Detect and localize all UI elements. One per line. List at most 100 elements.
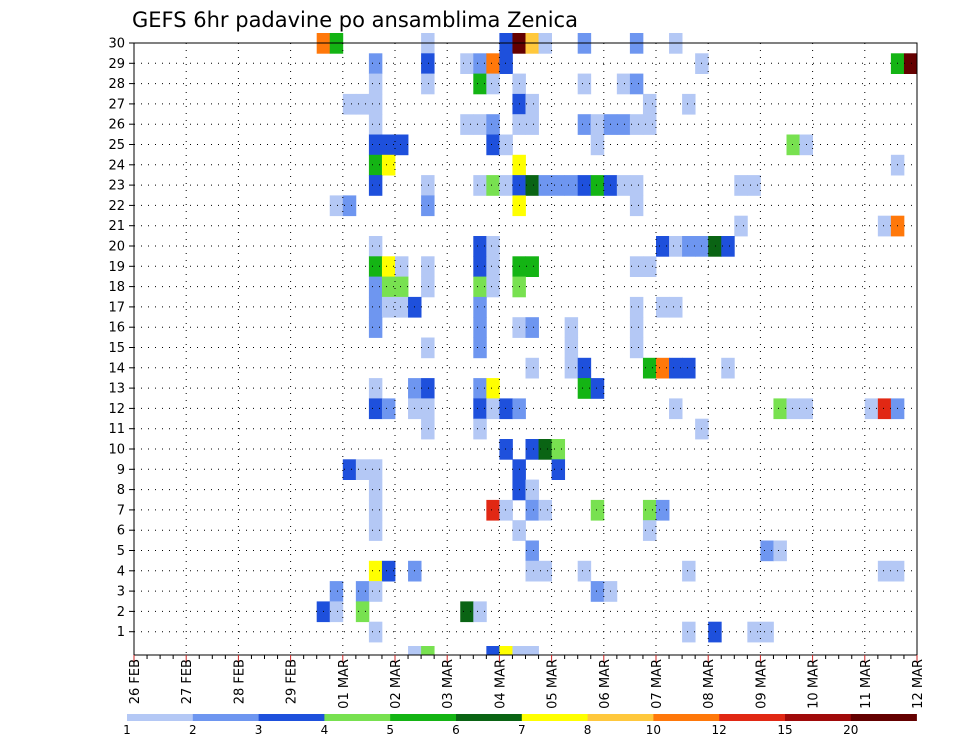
- heatmap-cell: [642, 520, 657, 541]
- heatmap-cell: [421, 73, 435, 95]
- y-tick-label: 17: [108, 300, 125, 315]
- legend-label: 12: [712, 723, 727, 737]
- y-axis: 1234567891011121314151617181920212223242…: [108, 37, 134, 640]
- heatmap-cell: [368, 93, 383, 115]
- heatmap-cell: [590, 499, 605, 521]
- heatmap-cell: [473, 73, 487, 95]
- heatmap-cell: [656, 236, 670, 257]
- heatmap-cell: [499, 398, 513, 420]
- heatmap-cell: [460, 601, 474, 623]
- heatmap-cell: [499, 646, 513, 656]
- y-tick-label: 19: [108, 260, 125, 275]
- heatmap-cell: [577, 73, 592, 95]
- heatmap-cell: [564, 357, 579, 379]
- heatmap-cell: [629, 256, 644, 277]
- legend-label: 4: [321, 723, 329, 737]
- heatmap-cell: [355, 459, 370, 480]
- heatmap-cell: [421, 378, 435, 399]
- heatmap-cell: [773, 398, 787, 420]
- heatmap-cell: [460, 114, 474, 135]
- heatmap-cell: [642, 114, 657, 135]
- heatmap-cell: [368, 520, 383, 541]
- legend-swatch: [653, 714, 720, 721]
- heatmap-cell: [473, 296, 487, 318]
- heatmap-cell: [368, 581, 383, 602]
- heatmap-cell: [525, 646, 539, 656]
- legend-swatch: [192, 714, 259, 721]
- x-tick-label: 07 MAR: [650, 659, 665, 709]
- legend-swatch: [390, 714, 457, 721]
- x-tick-label: 28 FEB: [232, 659, 247, 704]
- x-tick-label: 12 MAR: [911, 659, 926, 709]
- heatmap-cell: [786, 134, 800, 156]
- heatmap-cell: [669, 398, 683, 420]
- heatmap-cell: [329, 581, 344, 602]
- y-tick-label: 13: [108, 382, 125, 397]
- heatmap-cell: [551, 439, 566, 460]
- heatmap-cell: [877, 215, 892, 237]
- heatmap-cell: [473, 337, 487, 359]
- heatmap-cell: [551, 459, 566, 480]
- heatmap-cell: [342, 459, 357, 480]
- heatmap-cell: [368, 236, 383, 257]
- heatmap-cells: [316, 33, 918, 656]
- heatmap-cell: [525, 114, 539, 135]
- heatmap-cell: [368, 459, 383, 480]
- legend-label: 3: [255, 723, 263, 737]
- heatmap-cell: [525, 256, 539, 277]
- color-legend: 1 2 3 4 5 6 7 8 10 12 15 20: [123, 714, 917, 737]
- heatmap-cell: [682, 560, 696, 582]
- heatmap-cell: [421, 53, 435, 74]
- y-tick-label: 27: [108, 97, 125, 112]
- heatmap-cell: [538, 175, 552, 196]
- legend-swatch: [719, 714, 786, 721]
- heatmap-cell: [421, 256, 435, 277]
- heatmap-cell: [486, 73, 500, 95]
- heatmap-cell: [486, 53, 500, 74]
- heatmap-cell: [629, 175, 644, 196]
- x-tick-label: 05 MAR: [546, 659, 561, 709]
- heatmap-cell: [734, 175, 748, 196]
- heatmap-cell: [421, 175, 435, 196]
- heatmap-cell: [368, 378, 383, 399]
- heatmap-cell: [355, 93, 370, 115]
- y-tick-label: 26: [108, 118, 125, 133]
- heatmap-cell: [538, 560, 552, 582]
- heatmap-cell: [368, 154, 383, 176]
- heatmap-cell: [525, 439, 539, 460]
- heatmap-cell: [499, 53, 513, 74]
- heatmap-cell: [669, 236, 683, 257]
- heatmap-cell: [525, 317, 539, 338]
- y-tick-label: 30: [108, 37, 125, 52]
- y-tick-label: 5: [117, 544, 125, 559]
- heatmap-cell: [682, 236, 696, 257]
- heatmap-cell: [342, 195, 357, 217]
- y-tick-label: 15: [108, 341, 125, 356]
- legend-swatch: [785, 714, 852, 721]
- heatmap-cell: [525, 479, 539, 501]
- heatmap-cell: [473, 256, 487, 277]
- y-tick-label: 6: [117, 524, 125, 539]
- heatmap-cell: [368, 134, 383, 156]
- heatmap-cell: [421, 398, 435, 420]
- x-tick-label: 10 MAR: [807, 659, 822, 709]
- heatmap-cell: [577, 357, 592, 379]
- y-tick-label: 23: [108, 179, 125, 194]
- y-tick-label: 7: [117, 503, 125, 518]
- x-tick-label: 26 FEB: [128, 659, 143, 704]
- x-tick-label: 04 MAR: [493, 659, 508, 709]
- heatmap-cell: [877, 560, 892, 582]
- heatmap-cell: [486, 378, 500, 399]
- heatmap-cell: [682, 357, 696, 379]
- heatmap-cell: [368, 398, 383, 420]
- legend-label: 8: [584, 723, 592, 737]
- heatmap-cell: [473, 114, 487, 135]
- legend-swatch: [324, 714, 391, 721]
- heatmap-cell: [629, 317, 644, 338]
- heatmap-cell: [368, 114, 383, 135]
- x-tick-label: 02 MAR: [389, 659, 404, 709]
- heatmap-cell: [473, 418, 487, 440]
- heatmap-cell: [368, 256, 383, 277]
- heatmap-cell: [486, 398, 500, 420]
